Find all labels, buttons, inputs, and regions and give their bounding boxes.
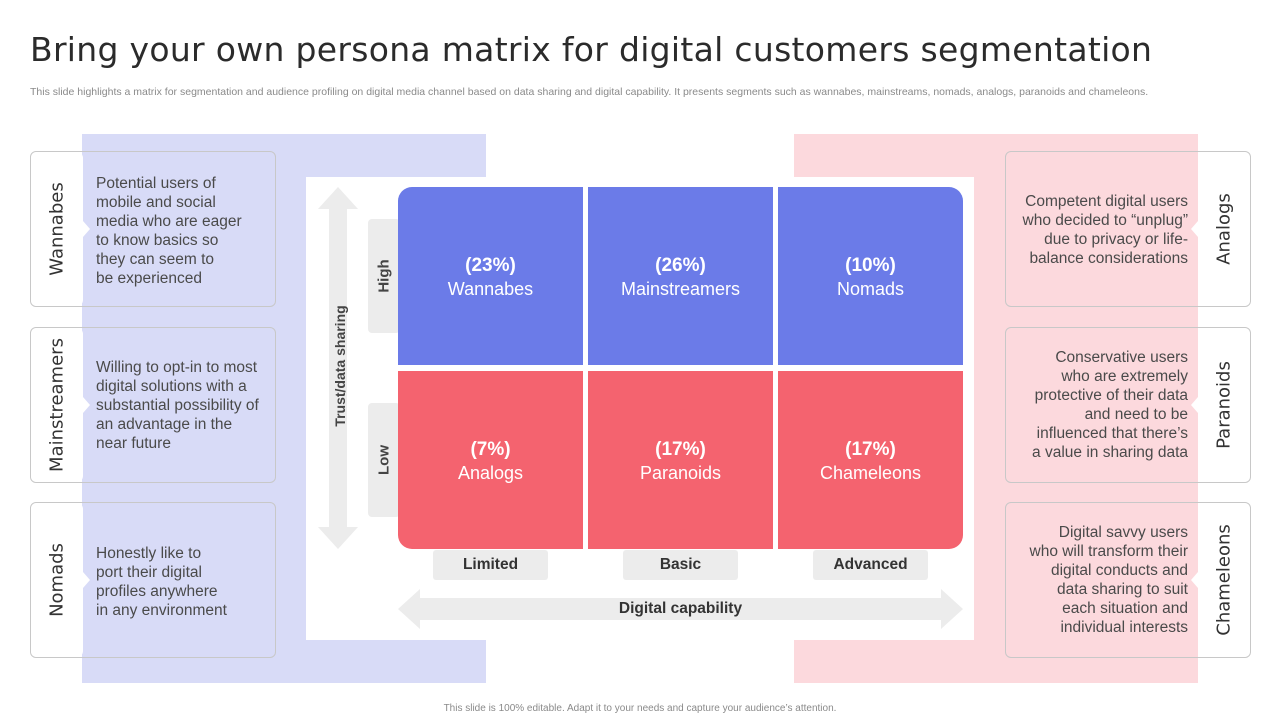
- x-level-basic: Basic: [623, 550, 738, 580]
- y-axis-label: Trust/data sharing: [332, 305, 348, 427]
- slide-title: Bring your own persona matrix for digita…: [30, 30, 1153, 69]
- persona-label: Paranoids: [1213, 361, 1235, 449]
- matrix-cell-mainstreamers: (26%) Mainstreamers: [588, 187, 773, 365]
- matrix-cell-nomads: (10%) Nomads: [778, 187, 963, 365]
- persona-description: Honestly like to port their digital prof…: [96, 545, 227, 619]
- persona-label: Mainstreamers: [46, 338, 68, 472]
- footer-note: This slide is 100% editable. Adapt it to…: [443, 703, 837, 714]
- persona-description: Willing to opt-in to most digital soluti…: [96, 359, 259, 452]
- cell-segment-name: Mainstreamers: [620, 279, 741, 299]
- cell-segment-name: Nomads: [836, 279, 905, 299]
- cell-segment-name: Wannabes: [447, 279, 534, 299]
- y-level-label: Low: [375, 445, 393, 475]
- persona-label: Analogs: [1213, 193, 1235, 265]
- cell-percentage: (10%): [845, 255, 896, 276]
- card-pointer: [83, 572, 90, 588]
- matrix-cell-wannabes: (23%) Wannabes: [398, 187, 583, 365]
- persona-label: Chameleons: [1213, 524, 1235, 636]
- y-level-high: High: [368, 219, 400, 333]
- persona-label-box: Nomads: [31, 503, 83, 657]
- cell-segment-name: Chameleons: [819, 463, 922, 483]
- cell-segment-name: Analogs: [457, 463, 524, 483]
- y-level-label: High: [375, 259, 393, 293]
- x-axis-label: Digital capability: [618, 600, 743, 617]
- persona-card-chameleons: Chameleons Digital savvy users who will …: [1005, 502, 1251, 658]
- cell-percentage: (26%): [655, 255, 706, 276]
- slide-subtitle: This slide highlights a matrix for segme…: [30, 86, 1149, 98]
- matrix-cell-paranoids: (17%) Paranoids: [588, 371, 773, 549]
- persona-description: Competent digital users who decided to “…: [1022, 193, 1188, 267]
- card-pointer: [1191, 397, 1198, 413]
- segmentation-matrix: (23%) Wannabes (26%) Mainstreamers (10%)…: [398, 187, 963, 549]
- persona-card-analogs: Analogs Competent digital users who deci…: [1005, 151, 1251, 307]
- card-pointer: [83, 397, 90, 413]
- matrix-cell-analogs: (7%) Analogs: [398, 371, 583, 549]
- persona-description: Digital savvy users who will transform t…: [1029, 524, 1189, 636]
- x-level-advanced: Advanced: [813, 550, 928, 580]
- persona-label-box: Wannabes: [31, 152, 83, 306]
- persona-label: Nomads: [46, 543, 68, 617]
- cell-segment-name: Paranoids: [639, 463, 722, 483]
- persona-card-wannabes: Wannabes Potential users of mobile and s…: [30, 151, 276, 307]
- cell-percentage: (17%): [655, 439, 706, 460]
- cell-percentage: (17%): [845, 439, 896, 460]
- x-level-limited: Limited: [433, 550, 548, 580]
- card-pointer: [83, 221, 90, 237]
- persona-description: Potential users of mobile and social med…: [96, 175, 242, 287]
- persona-card-mainstreamers: Mainstreamers Willing to opt-in to most …: [30, 327, 276, 483]
- vertical-double-arrow-icon: [318, 187, 358, 549]
- persona-label: Wannabes: [46, 182, 68, 276]
- y-level-low: Low: [368, 403, 400, 517]
- cell-percentage: (7%): [470, 439, 511, 460]
- card-pointer: [1191, 572, 1198, 588]
- persona-label-box: Analogs: [1198, 152, 1250, 306]
- cell-percentage: (23%): [465, 255, 516, 276]
- persona-label-box: Mainstreamers: [31, 328, 83, 482]
- persona-label-box: Paranoids: [1198, 328, 1250, 482]
- card-pointer: [1191, 221, 1198, 237]
- horizontal-double-arrow-icon: [398, 589, 963, 629]
- persona-label-box: Chameleons: [1198, 503, 1250, 657]
- matrix-cell-chameleons: (17%) Chameleons: [778, 371, 963, 549]
- persona-card-nomads: Nomads Honestly like to port their digit…: [30, 502, 276, 658]
- persona-description: Conservative users who are extremely pro…: [1032, 349, 1188, 461]
- persona-card-paranoids: Paranoids Conservative users who are ext…: [1005, 327, 1251, 483]
